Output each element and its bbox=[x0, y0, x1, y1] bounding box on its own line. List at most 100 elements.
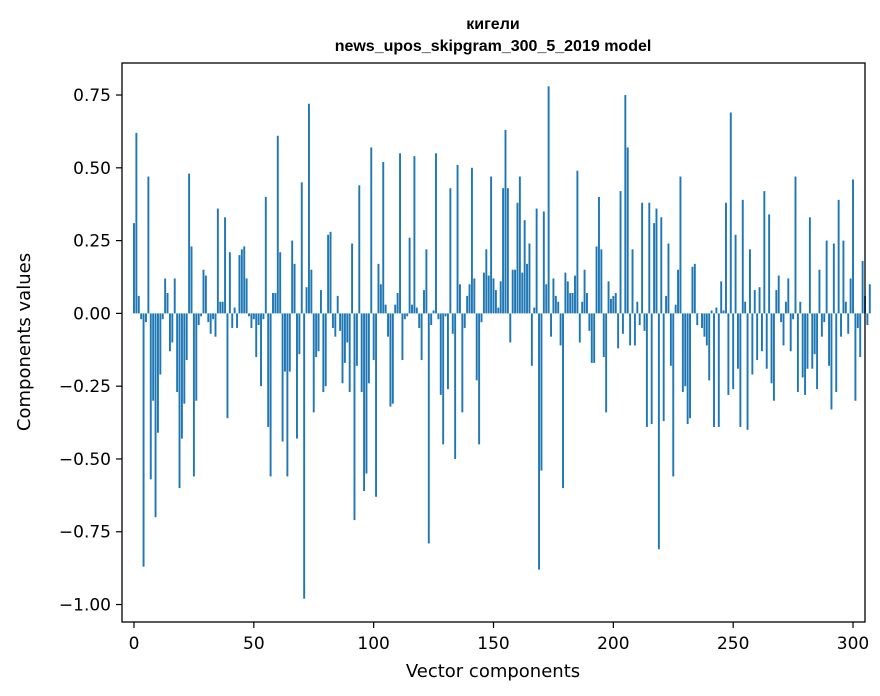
bar bbox=[679, 176, 682, 314]
bar bbox=[760, 313, 763, 352]
bar bbox=[470, 167, 473, 314]
bar bbox=[339, 313, 342, 331]
bar bbox=[758, 287, 761, 314]
bar bbox=[391, 313, 394, 404]
y-axis-ticks: 0.75 0.50 0.25 0.00 −0.25 −0.50 −0.75 −1.00 bbox=[59, 86, 122, 616]
bar bbox=[739, 313, 742, 427]
bar bbox=[820, 313, 823, 337]
bar bbox=[322, 313, 325, 392]
y-tick-label: −1.00 bbox=[59, 596, 111, 616]
bar bbox=[600, 249, 603, 314]
bar bbox=[832, 243, 835, 314]
bar bbox=[614, 293, 617, 314]
bar bbox=[729, 112, 732, 314]
bar bbox=[351, 243, 354, 314]
bar bbox=[411, 304, 413, 314]
bar bbox=[787, 278, 790, 314]
bar bbox=[305, 287, 308, 314]
bar bbox=[492, 278, 495, 314]
bar bbox=[149, 313, 152, 480]
bar bbox=[382, 161, 385, 314]
bar bbox=[233, 307, 236, 314]
bar bbox=[461, 313, 464, 413]
x-axis-label: Vector components bbox=[406, 661, 580, 682]
bar bbox=[142, 313, 145, 567]
bar bbox=[413, 156, 416, 314]
bar bbox=[219, 301, 222, 314]
bar bbox=[312, 313, 315, 413]
bar bbox=[509, 313, 512, 343]
bar bbox=[648, 202, 651, 314]
bar bbox=[583, 269, 586, 314]
bar bbox=[188, 173, 191, 314]
bar bbox=[238, 255, 241, 314]
bar bbox=[300, 182, 303, 314]
bar bbox=[662, 313, 665, 422]
bar bbox=[173, 278, 176, 314]
bar bbox=[638, 313, 641, 326]
bar bbox=[784, 301, 787, 314]
bar bbox=[550, 313, 552, 337]
bar bbox=[209, 313, 212, 334]
bar bbox=[502, 188, 505, 314]
bar bbox=[569, 293, 572, 314]
bar bbox=[145, 313, 147, 323]
bar bbox=[686, 313, 689, 425]
bar bbox=[183, 313, 186, 404]
bar bbox=[576, 170, 579, 314]
bar bbox=[667, 243, 670, 314]
bar bbox=[633, 313, 636, 346]
bar bbox=[274, 293, 277, 314]
bar bbox=[811, 313, 814, 369]
bar bbox=[415, 307, 418, 314]
bar bbox=[147, 176, 150, 314]
bar bbox=[161, 313, 164, 320]
bar bbox=[482, 272, 485, 314]
bar bbox=[722, 310, 725, 314]
bar bbox=[545, 284, 548, 314]
bar bbox=[806, 313, 809, 369]
bar bbox=[705, 313, 708, 346]
bar bbox=[691, 266, 694, 314]
bar bbox=[264, 196, 267, 314]
y-axis-label: Components values bbox=[14, 253, 35, 431]
bar bbox=[557, 301, 560, 314]
bar bbox=[655, 208, 658, 314]
bar bbox=[243, 246, 246, 314]
bar bbox=[291, 240, 294, 314]
bar bbox=[499, 281, 502, 314]
bar bbox=[207, 313, 210, 323]
bar bbox=[346, 313, 349, 343]
bar bbox=[753, 290, 756, 314]
bar bbox=[660, 217, 663, 314]
bar bbox=[727, 313, 730, 395]
x-tick-label: 50 bbox=[243, 634, 265, 654]
bar bbox=[375, 313, 378, 497]
bar bbox=[852, 179, 854, 314]
bar bbox=[456, 164, 459, 314]
bar bbox=[768, 214, 771, 314]
bar bbox=[281, 313, 284, 442]
bar bbox=[276, 135, 279, 314]
x-tick-label: 100 bbox=[357, 634, 389, 654]
bar bbox=[645, 313, 648, 427]
bar bbox=[854, 313, 857, 401]
bar bbox=[756, 313, 759, 360]
bar bbox=[341, 313, 344, 384]
bar bbox=[607, 281, 610, 314]
bar bbox=[296, 313, 298, 439]
bar bbox=[497, 307, 500, 314]
bar bbox=[772, 313, 775, 401]
bar bbox=[684, 313, 687, 387]
bar bbox=[348, 313, 351, 392]
bar bbox=[454, 313, 457, 459]
bar bbox=[866, 313, 869, 326]
bar bbox=[252, 313, 255, 320]
bar bbox=[303, 313, 306, 599]
bar bbox=[444, 313, 447, 317]
bar bbox=[641, 202, 644, 314]
bar bbox=[439, 313, 442, 395]
bar bbox=[370, 147, 373, 314]
bar bbox=[612, 295, 615, 314]
bar bbox=[396, 293, 399, 314]
